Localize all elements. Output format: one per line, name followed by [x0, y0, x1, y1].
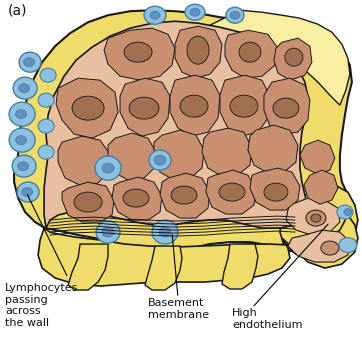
Polygon shape [120, 78, 170, 136]
Ellipse shape [72, 96, 104, 120]
Polygon shape [175, 26, 222, 78]
Ellipse shape [102, 163, 114, 173]
Ellipse shape [219, 183, 245, 201]
Ellipse shape [264, 183, 288, 201]
Ellipse shape [9, 102, 35, 126]
Ellipse shape [102, 227, 114, 237]
Ellipse shape [18, 162, 29, 171]
Ellipse shape [337, 205, 353, 219]
Polygon shape [56, 78, 118, 138]
Polygon shape [104, 28, 175, 80]
Ellipse shape [129, 97, 159, 119]
Ellipse shape [13, 77, 37, 99]
Polygon shape [280, 185, 358, 258]
Ellipse shape [190, 8, 200, 16]
Ellipse shape [230, 95, 258, 117]
Ellipse shape [74, 192, 102, 212]
Ellipse shape [321, 241, 339, 255]
Ellipse shape [149, 150, 171, 170]
Polygon shape [248, 125, 298, 173]
Ellipse shape [144, 6, 166, 24]
Ellipse shape [38, 145, 54, 159]
Ellipse shape [124, 42, 152, 62]
Polygon shape [304, 170, 338, 204]
Ellipse shape [311, 214, 321, 222]
Ellipse shape [230, 11, 240, 19]
Polygon shape [286, 198, 340, 235]
Ellipse shape [285, 48, 303, 66]
Ellipse shape [171, 186, 197, 204]
Polygon shape [38, 215, 358, 286]
Polygon shape [220, 75, 270, 136]
Polygon shape [208, 10, 350, 105]
Polygon shape [62, 182, 114, 222]
Ellipse shape [154, 155, 166, 165]
Ellipse shape [38, 119, 54, 133]
Ellipse shape [180, 95, 208, 117]
Polygon shape [160, 173, 210, 218]
Polygon shape [225, 30, 278, 78]
Ellipse shape [96, 221, 120, 243]
Ellipse shape [344, 209, 352, 215]
Polygon shape [288, 230, 350, 262]
Ellipse shape [19, 52, 41, 72]
Polygon shape [274, 38, 312, 80]
Polygon shape [264, 78, 310, 134]
Polygon shape [58, 136, 110, 185]
Polygon shape [108, 133, 156, 180]
Polygon shape [154, 130, 204, 180]
Ellipse shape [24, 58, 35, 67]
Ellipse shape [9, 128, 35, 152]
Text: (a): (a) [8, 3, 28, 17]
Ellipse shape [185, 4, 205, 20]
Ellipse shape [306, 210, 326, 226]
Polygon shape [145, 246, 182, 290]
Ellipse shape [95, 156, 121, 180]
Ellipse shape [12, 155, 36, 177]
Ellipse shape [159, 227, 171, 237]
Polygon shape [202, 128, 252, 176]
Ellipse shape [40, 68, 56, 82]
Polygon shape [44, 21, 308, 228]
Ellipse shape [150, 11, 160, 19]
Ellipse shape [123, 189, 149, 207]
Polygon shape [68, 244, 108, 290]
Polygon shape [300, 140, 335, 174]
Ellipse shape [339, 238, 357, 252]
Ellipse shape [239, 42, 261, 62]
Ellipse shape [16, 136, 26, 145]
Ellipse shape [273, 98, 299, 118]
Ellipse shape [226, 7, 244, 23]
Text: Lymphocytes
passing
across
the wall: Lymphocytes passing across the wall [5, 283, 79, 328]
Polygon shape [222, 244, 258, 289]
Ellipse shape [17, 182, 39, 202]
Polygon shape [14, 10, 352, 252]
Text: Basement
membrane: Basement membrane [148, 298, 209, 320]
Ellipse shape [16, 110, 26, 119]
Ellipse shape [38, 93, 54, 107]
Ellipse shape [187, 36, 209, 64]
Ellipse shape [22, 188, 33, 197]
Polygon shape [250, 168, 300, 210]
Ellipse shape [18, 84, 30, 93]
Polygon shape [112, 177, 162, 220]
Text: High
endothelium: High endothelium [232, 308, 303, 330]
Ellipse shape [152, 220, 178, 244]
Polygon shape [206, 170, 256, 214]
Polygon shape [170, 75, 220, 136]
